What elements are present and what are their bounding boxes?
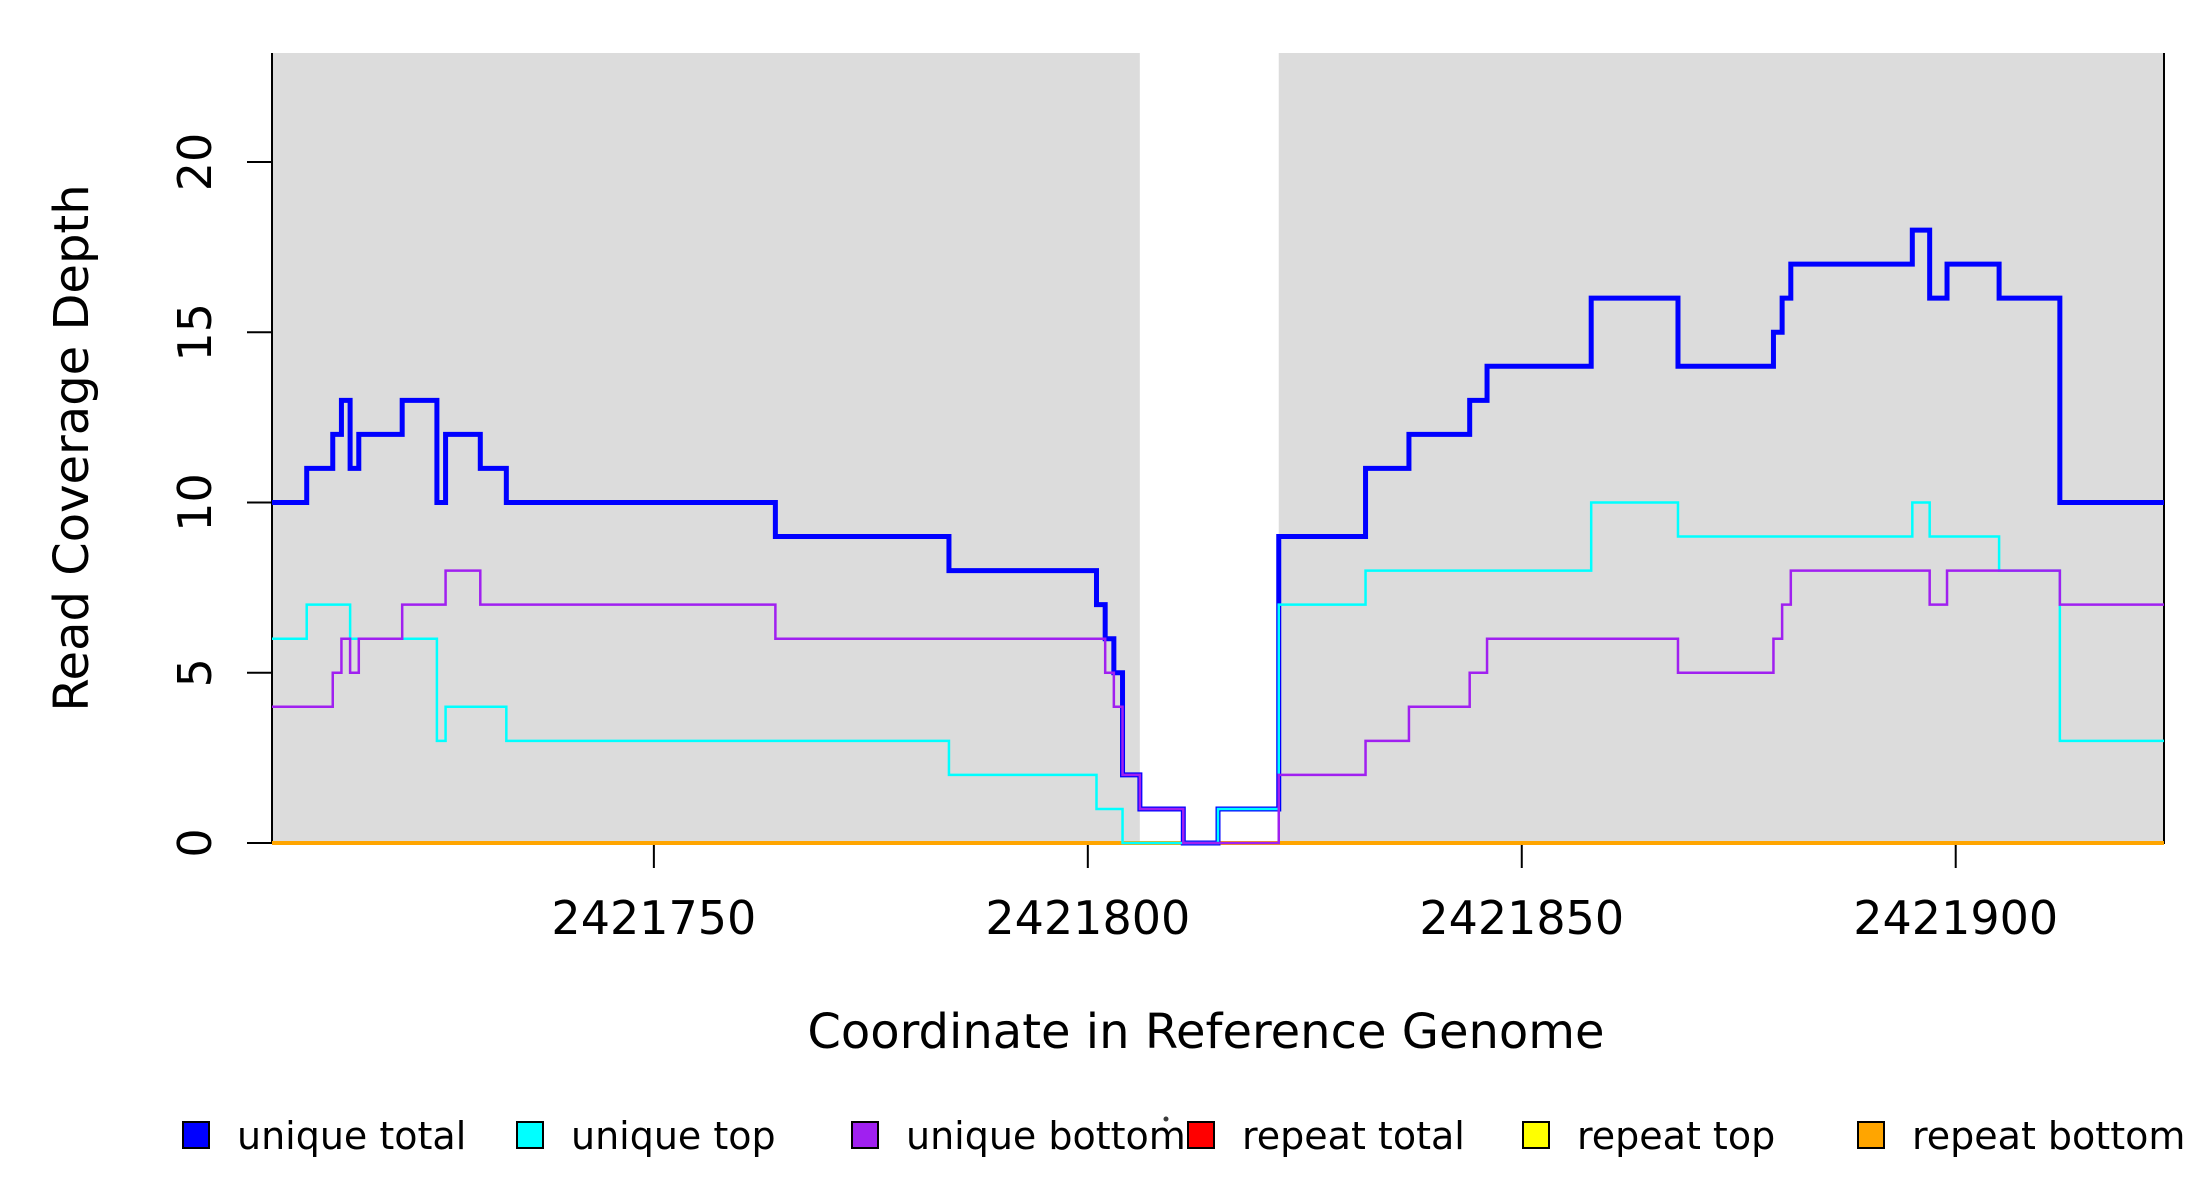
legend-artifact-dot <box>1163 1116 1169 1122</box>
covered-region-left <box>272 53 1140 843</box>
legend-label-repeat-bottom: repeat bottom <box>1912 1114 2185 1158</box>
y-tick-label: 20 <box>168 133 222 192</box>
series-line-unique-bottom <box>272 569 2164 845</box>
series-line-unique-top <box>272 501 2164 845</box>
x-tick-label: 2421800 <box>985 891 1190 945</box>
y-axis-title: Read Coverage Depth <box>44 184 100 711</box>
x-tick-label: 2421850 <box>1419 891 1624 945</box>
x-tick-label: 2421750 <box>551 891 756 945</box>
legend-swatch-unique-bottom <box>851 1121 879 1149</box>
legend-label-unique-top: unique top <box>571 1114 776 1158</box>
legend-swatch-unique-total <box>182 1121 210 1149</box>
legend-swatch-repeat-top <box>1522 1121 1550 1149</box>
legend-swatch-repeat-bottom <box>1857 1121 1885 1149</box>
uncovered-gap <box>1139 53 1279 843</box>
legend-label-unique-bottom: unique bottom <box>906 1114 1186 1158</box>
legend-swatch-unique-top <box>516 1121 544 1149</box>
y-tick-label: 15 <box>168 303 222 362</box>
x-axis-title: Coordinate in Reference Genome <box>807 1004 1604 1060</box>
legend-label-repeat-total: repeat total <box>1242 1114 1465 1158</box>
legend-label-unique-total: unique total <box>237 1114 466 1158</box>
y-tick-label: 10 <box>168 473 222 532</box>
legend-label-repeat-top: repeat top <box>1577 1114 1775 1158</box>
y-tick-label: 0 <box>168 828 222 857</box>
y-tick-label: 5 <box>168 658 222 687</box>
x-tick-label: 2421900 <box>1853 891 2058 945</box>
covered-region-right <box>1278 53 2164 843</box>
legend-swatch-repeat-total <box>1187 1121 1215 1149</box>
